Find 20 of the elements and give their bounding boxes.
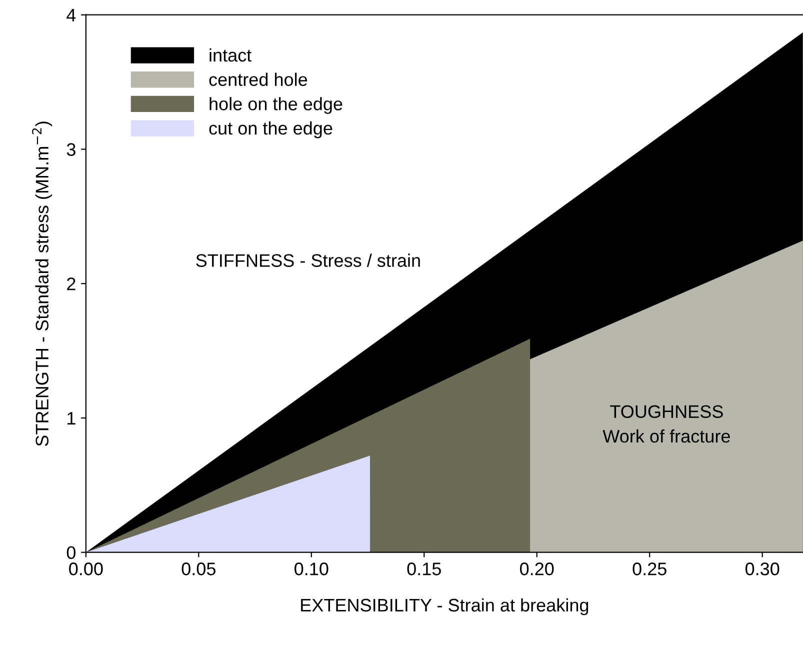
x-tick-label: 0.25 <box>632 562 666 576</box>
x-tick-label: 0.15 <box>407 562 441 576</box>
legend-label: intact <box>210 48 252 62</box>
x-tick-label: 0.10 <box>294 562 328 576</box>
y-tick-label: 0 <box>66 546 76 560</box>
x-tick-label: 0.20 <box>520 562 554 576</box>
x-axis-title: EXTENSIBILITY - Strain at breaking <box>301 598 588 616</box>
y-tick-label: 4 <box>66 8 76 22</box>
legend-label: centred hole <box>209 72 308 86</box>
y-tick-label: 3 <box>66 143 76 156</box>
annotation: TOUGHNESS Work of fracture <box>602 405 730 443</box>
y-tick-label: 2 <box>67 278 76 290</box>
legend-label: cut on the edge <box>209 121 332 138</box>
x-tick-label: 0.05 <box>182 562 216 576</box>
legend-label: hole on the edge <box>210 97 342 114</box>
x-tick-label: 0.00 <box>69 562 103 576</box>
annotation: STIFFNESS - Stress / strain <box>196 254 420 267</box>
x-tick-label: 0.30 <box>745 562 780 576</box>
y-tick-label: 1 <box>68 412 76 425</box>
y-axis-title: STRENGTH - Standard stress (MN.m$^{−2}$) <box>32 122 52 446</box>
